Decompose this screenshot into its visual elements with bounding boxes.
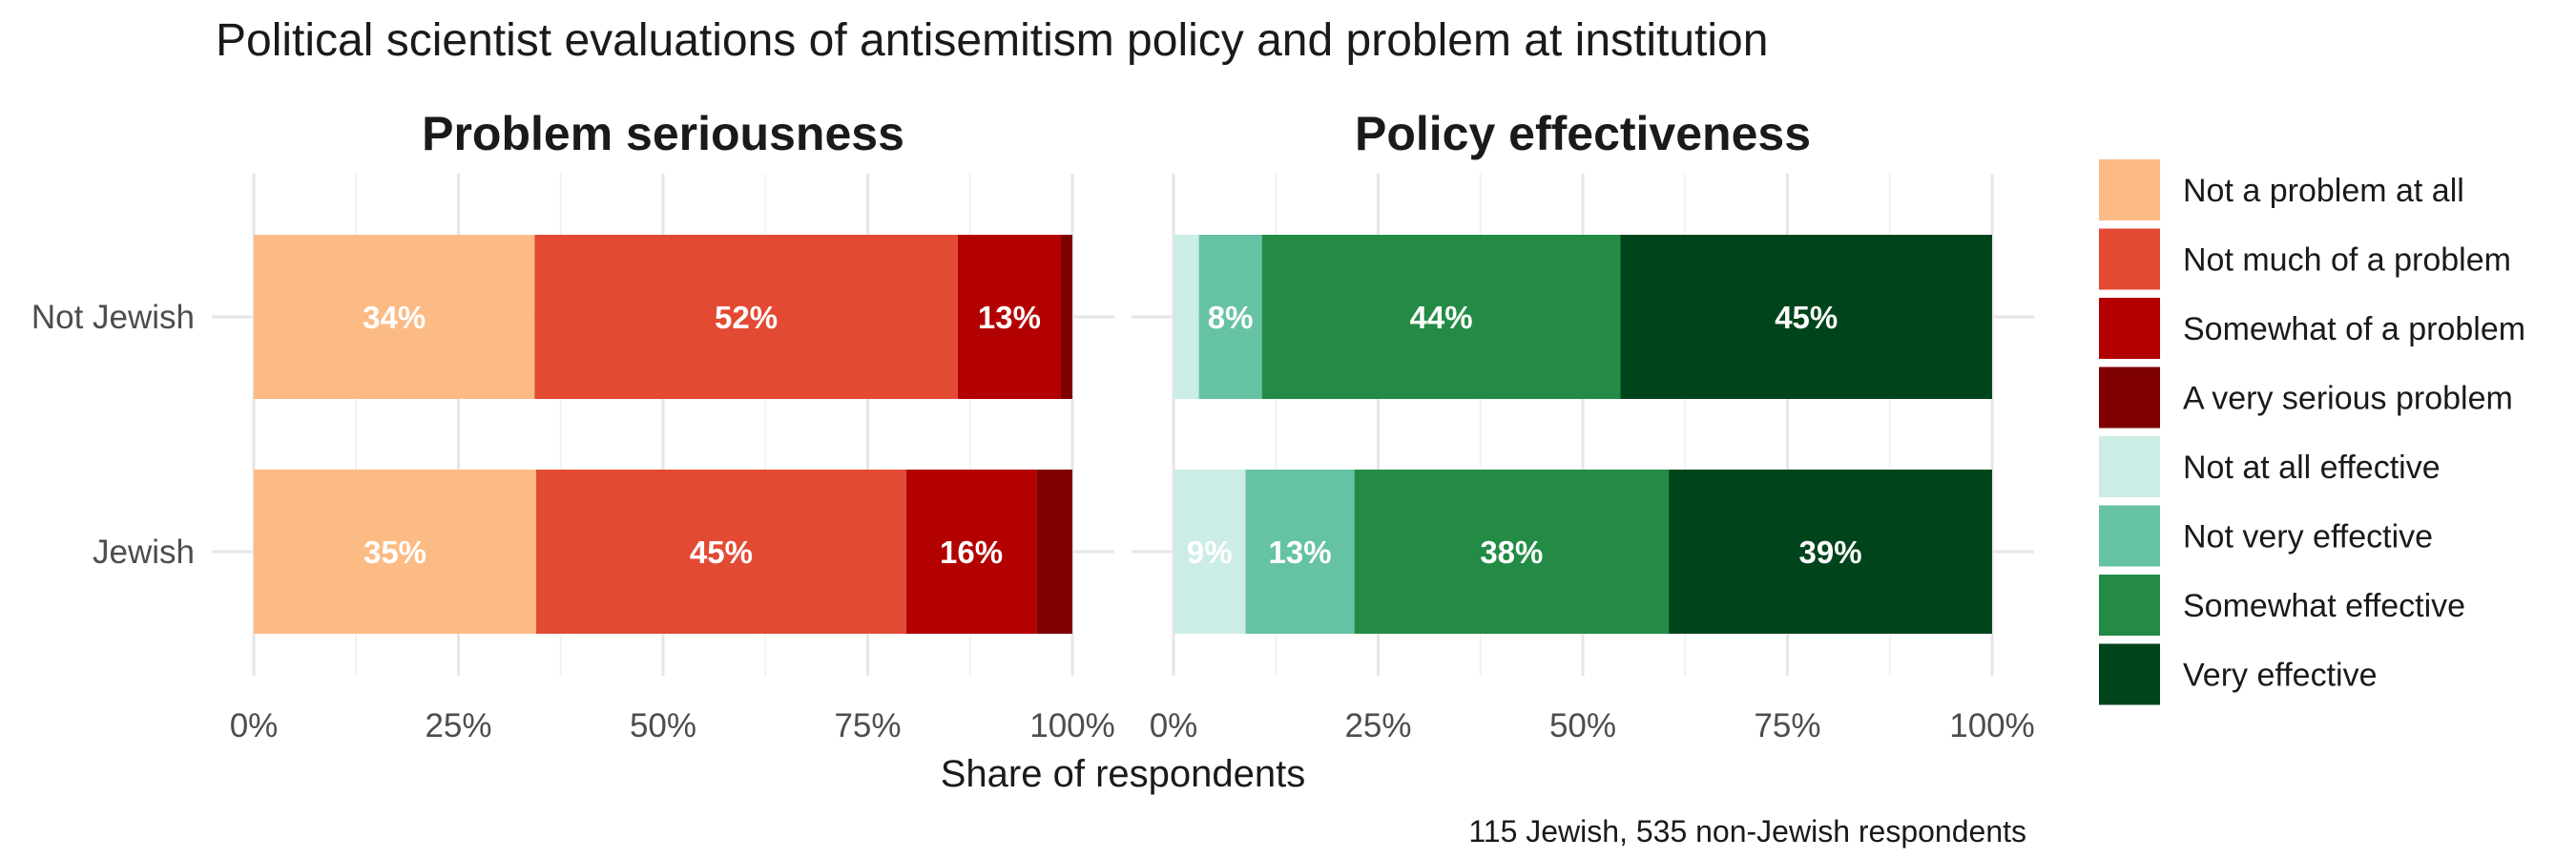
legend-label: Very effective: [2183, 658, 2378, 694]
legend-label: Somewhat of a problem: [2183, 311, 2525, 347]
legend-swatch: [2099, 298, 2160, 359]
data-label: 52%: [715, 300, 778, 335]
x-tick-label: 75%: [834, 707, 901, 744]
legend-swatch: [2099, 575, 2160, 636]
data-label: 16%: [940, 534, 1003, 570]
data-label: 35%: [364, 534, 426, 570]
bar-segment: [1174, 235, 1199, 399]
data-label: 45%: [690, 534, 753, 570]
data-label: 34%: [363, 300, 426, 335]
bar-segment: [1261, 235, 1621, 399]
bar-segment: [536, 470, 906, 634]
legend-swatch: [2099, 436, 2160, 497]
legend-label: A very serious problem: [2183, 381, 2513, 417]
data-label: 45%: [1775, 300, 1838, 335]
legend-label: Not at all effective: [2183, 450, 2441, 486]
x-tick-label: 0%: [1150, 707, 1198, 744]
legend-swatch: [2099, 505, 2160, 567]
x-tick-label: 75%: [1754, 707, 1820, 744]
x-tick-label: 100%: [1029, 707, 1115, 744]
bar-segment: [905, 470, 1037, 634]
x-tick-label: 25%: [425, 707, 491, 744]
data-label: 39%: [1799, 534, 1862, 570]
panel-title: Problem seriousness: [422, 107, 904, 160]
x-tick-label: 0%: [230, 707, 279, 744]
panel-title: Policy effectiveness: [1355, 107, 1811, 160]
legend-swatch: [2099, 228, 2160, 290]
x-axis-title: Share of respondents: [941, 753, 1305, 795]
data-label: 8%: [1208, 300, 1254, 335]
bar-segment: [1620, 235, 1992, 399]
data-label: 44%: [1410, 300, 1473, 335]
bar-segment: [1245, 470, 1355, 634]
x-tick-label: 50%: [630, 707, 696, 744]
legend-swatch: [2099, 643, 2160, 705]
legend-swatch: [2099, 367, 2160, 429]
legend-label: Not much of a problem: [2183, 242, 2511, 279]
bar-segment: [534, 235, 958, 399]
x-tick-label: 50%: [1549, 707, 1616, 744]
data-label: 9%: [1187, 534, 1233, 570]
data-label: 38%: [1480, 534, 1543, 570]
bar-segment: [957, 235, 1061, 399]
legend-label: Not a problem at all: [2183, 173, 2464, 209]
y-tick-label: Jewish: [93, 534, 195, 571]
bar-segment: [254, 235, 535, 399]
bar-segment: [1174, 470, 1246, 634]
bar-segment: [1036, 470, 1072, 634]
data-label: 13%: [1269, 534, 1332, 570]
x-tick-label: 100%: [1949, 707, 2035, 744]
legend-swatch: [2099, 159, 2160, 220]
legend-label: Somewhat effective: [2183, 588, 2465, 624]
x-tick-label: 25%: [1344, 707, 1411, 744]
chart-title: Political scientist evaluations of antis…: [216, 15, 1768, 66]
legend-label: Not very effective: [2183, 519, 2433, 555]
caption: 115 Jewish, 535 non-Jewish respondents: [1468, 814, 2026, 849]
y-tick-label: Not Jewish: [31, 299, 195, 336]
data-label: 13%: [978, 300, 1041, 335]
bar-segment: [1669, 470, 1992, 634]
bar-segment: [1060, 235, 1072, 399]
bar-segment: [1198, 235, 1262, 399]
bar-segment: [1354, 470, 1670, 634]
bar-segment: [254, 470, 537, 634]
